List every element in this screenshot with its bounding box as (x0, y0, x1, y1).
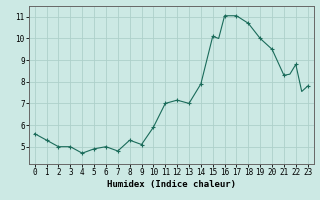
X-axis label: Humidex (Indice chaleur): Humidex (Indice chaleur) (107, 180, 236, 189)
